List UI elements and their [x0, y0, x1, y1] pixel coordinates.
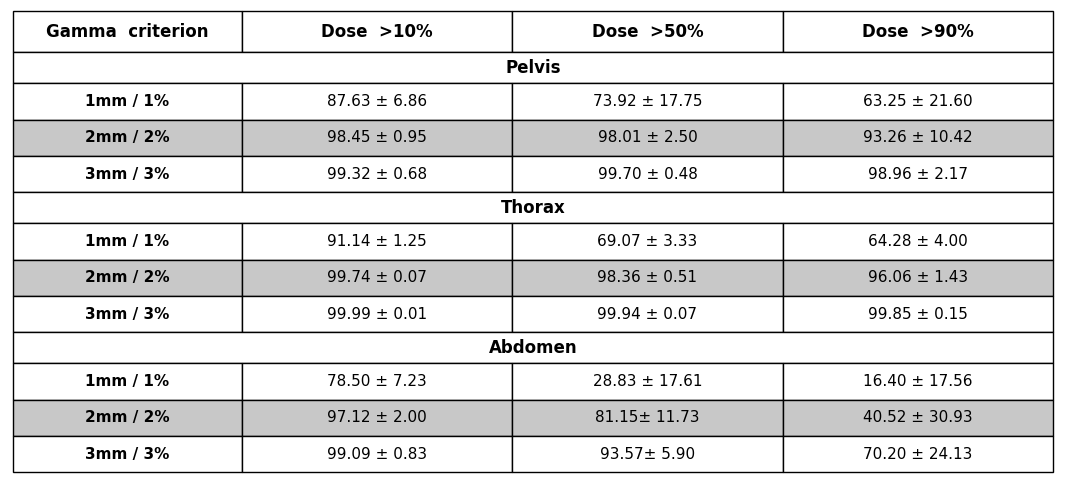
- Text: 97.12 ± 2.00: 97.12 ± 2.00: [327, 411, 426, 426]
- Bar: [242, 84, 512, 120]
- Bar: [782, 399, 1053, 436]
- Bar: [512, 260, 782, 296]
- Text: 99.85 ± 0.15: 99.85 ± 0.15: [868, 307, 968, 322]
- Bar: [782, 223, 1053, 260]
- Bar: [13, 120, 242, 156]
- Text: 64.28 ± 4.00: 64.28 ± 4.00: [868, 234, 968, 249]
- Text: 40.52 ± 30.93: 40.52 ± 30.93: [863, 411, 973, 426]
- Text: 99.99 ± 0.01: 99.99 ± 0.01: [327, 307, 427, 322]
- Bar: [242, 223, 512, 260]
- Bar: [782, 84, 1053, 120]
- Text: 99.32 ± 0.68: 99.32 ± 0.68: [327, 167, 427, 182]
- Text: 99.94 ± 0.07: 99.94 ± 0.07: [597, 307, 697, 322]
- Bar: [13, 84, 242, 120]
- Text: 3mm / 3%: 3mm / 3%: [85, 307, 169, 322]
- Bar: [13, 192, 1053, 223]
- Text: 1mm / 1%: 1mm / 1%: [85, 234, 169, 249]
- Text: 70.20 ± 24.13: 70.20 ± 24.13: [863, 447, 972, 462]
- Bar: [512, 84, 782, 120]
- Text: 3mm / 3%: 3mm / 3%: [85, 447, 169, 462]
- Text: 81.15± 11.73: 81.15± 11.73: [595, 411, 699, 426]
- Text: Gamma  criterion: Gamma criterion: [46, 23, 209, 41]
- Bar: [242, 296, 512, 332]
- Bar: [242, 156, 512, 192]
- Text: 3mm / 3%: 3mm / 3%: [85, 167, 169, 182]
- Text: Dose  >50%: Dose >50%: [592, 23, 704, 41]
- Bar: [782, 260, 1053, 296]
- Bar: [512, 436, 782, 472]
- Text: Abdomen: Abdomen: [488, 339, 578, 357]
- Bar: [512, 11, 782, 53]
- Text: 16.40 ± 17.56: 16.40 ± 17.56: [863, 374, 972, 389]
- Text: 98.36 ± 0.51: 98.36 ± 0.51: [597, 270, 697, 285]
- Text: 99.74 ± 0.07: 99.74 ± 0.07: [327, 270, 426, 285]
- Bar: [13, 11, 242, 53]
- Text: 2mm / 2%: 2mm / 2%: [85, 270, 169, 285]
- Text: Pelvis: Pelvis: [505, 59, 561, 77]
- Bar: [782, 156, 1053, 192]
- Bar: [242, 399, 512, 436]
- Bar: [242, 363, 512, 399]
- Bar: [13, 260, 242, 296]
- Text: 73.92 ± 17.75: 73.92 ± 17.75: [593, 94, 702, 109]
- Bar: [13, 223, 242, 260]
- Text: 28.83 ± 17.61: 28.83 ± 17.61: [593, 374, 702, 389]
- Text: 2mm / 2%: 2mm / 2%: [85, 411, 169, 426]
- Text: 98.96 ± 2.17: 98.96 ± 2.17: [868, 167, 968, 182]
- Bar: [242, 120, 512, 156]
- Text: 87.63 ± 6.86: 87.63 ± 6.86: [327, 94, 427, 109]
- Bar: [13, 296, 242, 332]
- Text: 99.09 ± 0.83: 99.09 ± 0.83: [327, 447, 427, 462]
- Bar: [242, 11, 512, 53]
- Bar: [242, 436, 512, 472]
- Bar: [512, 223, 782, 260]
- Text: Dose  >10%: Dose >10%: [321, 23, 433, 41]
- Bar: [512, 120, 782, 156]
- Text: 63.25 ± 21.60: 63.25 ± 21.60: [863, 94, 973, 109]
- Bar: [512, 363, 782, 399]
- Text: 91.14 ± 1.25: 91.14 ± 1.25: [327, 234, 426, 249]
- Text: 69.07 ± 3.33: 69.07 ± 3.33: [597, 234, 697, 249]
- Bar: [512, 296, 782, 332]
- Bar: [13, 363, 242, 399]
- Text: 1mm / 1%: 1mm / 1%: [85, 374, 169, 389]
- Bar: [782, 120, 1053, 156]
- Text: 99.70 ± 0.48: 99.70 ± 0.48: [598, 167, 697, 182]
- Bar: [782, 436, 1053, 472]
- Text: 78.50 ± 7.23: 78.50 ± 7.23: [327, 374, 426, 389]
- Bar: [13, 156, 242, 192]
- Bar: [512, 156, 782, 192]
- Bar: [512, 399, 782, 436]
- Bar: [242, 260, 512, 296]
- Bar: [13, 332, 1053, 363]
- Text: 93.57± 5.90: 93.57± 5.90: [600, 447, 695, 462]
- Bar: [13, 436, 242, 472]
- Bar: [13, 399, 242, 436]
- Text: 98.01 ± 2.50: 98.01 ± 2.50: [598, 130, 697, 145]
- Text: 1mm / 1%: 1mm / 1%: [85, 94, 169, 109]
- Text: Thorax: Thorax: [501, 199, 565, 217]
- Text: Dose  >90%: Dose >90%: [862, 23, 974, 41]
- Bar: [13, 53, 1053, 84]
- Text: 2mm / 2%: 2mm / 2%: [85, 130, 169, 145]
- Text: 98.45 ± 0.95: 98.45 ± 0.95: [327, 130, 426, 145]
- Bar: [782, 11, 1053, 53]
- Text: 93.26 ± 10.42: 93.26 ± 10.42: [863, 130, 973, 145]
- Text: 96.06 ± 1.43: 96.06 ± 1.43: [868, 270, 968, 285]
- Bar: [782, 363, 1053, 399]
- Bar: [782, 296, 1053, 332]
